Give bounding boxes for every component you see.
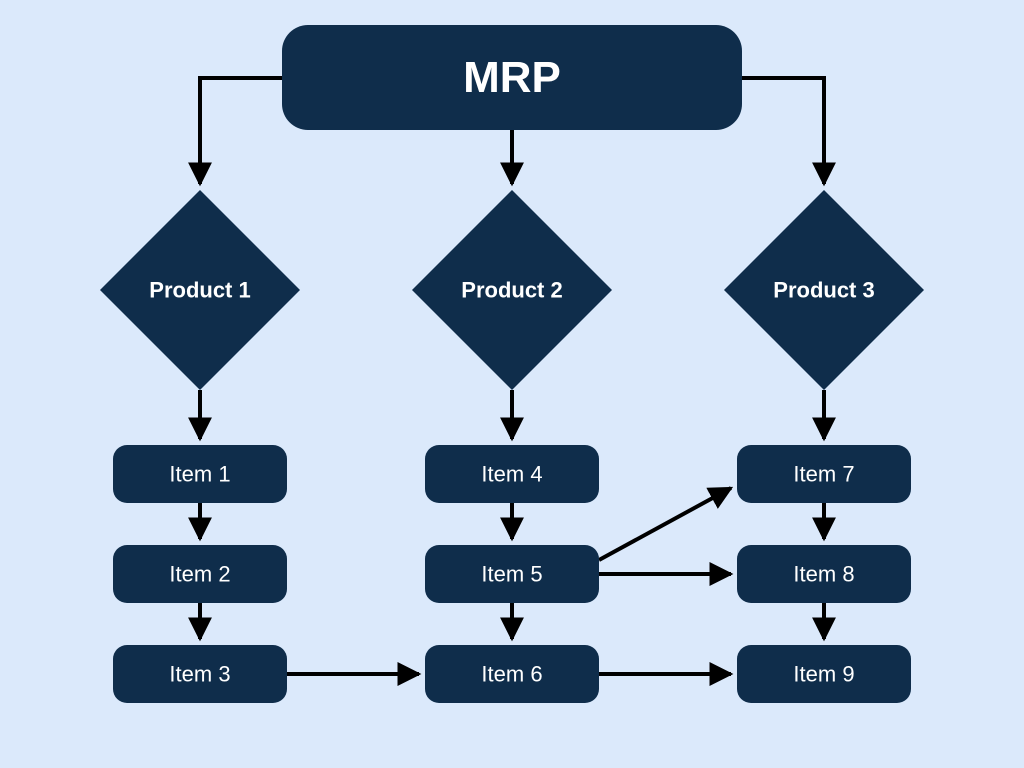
- item-label: Item 8: [793, 562, 854, 587]
- item-label: Item 2: [169, 562, 230, 587]
- product-label: Product 3: [773, 278, 874, 303]
- product-label: Product 1: [149, 278, 250, 303]
- item-label: Item 7: [793, 462, 854, 487]
- root-label: MRP: [463, 53, 561, 102]
- item-label: Item 1: [169, 462, 230, 487]
- item-label: Item 9: [793, 662, 854, 687]
- item-label: Item 5: [481, 562, 542, 587]
- item-label: Item 6: [481, 662, 542, 687]
- mrp-flowchart: MRP Product 1 Product 2 Product 3 Item 1 Item…: [0, 0, 1024, 768]
- item-label: Item 3: [169, 662, 230, 687]
- item-label: Item 4: [481, 462, 542, 487]
- product-label: Product 2: [461, 278, 562, 303]
